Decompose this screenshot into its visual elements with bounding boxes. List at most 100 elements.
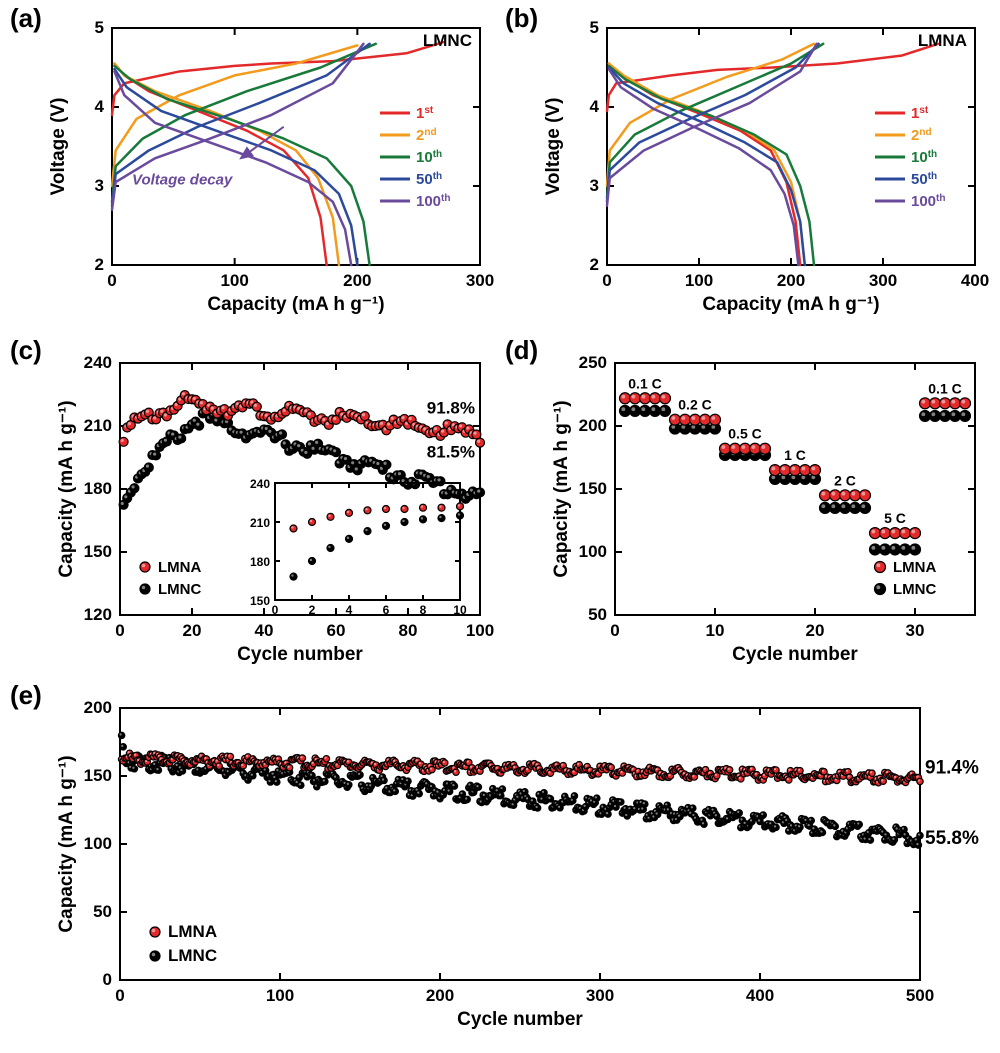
svg-text:8: 8 <box>420 603 427 617</box>
svg-text:10: 10 <box>706 621 725 640</box>
svg-text:0: 0 <box>107 271 116 290</box>
panel-label-c: (c) <box>10 335 42 366</box>
svg-text:6: 6 <box>383 603 390 617</box>
svg-text:2 C: 2 C <box>834 472 856 488</box>
svg-text:10: 10 <box>453 603 467 617</box>
svg-text:2: 2 <box>309 603 316 617</box>
svg-text:20: 20 <box>806 621 825 640</box>
svg-text:5: 5 <box>95 18 104 37</box>
svg-text:50: 50 <box>93 902 112 921</box>
svg-text:Capacity (mA h g⁻¹): Capacity (mA h g⁻¹) <box>551 400 572 577</box>
svg-text:5 C: 5 C <box>884 510 906 526</box>
svg-text:LMNC: LMNC <box>158 581 201 598</box>
svg-text:10th: 10th <box>911 149 937 167</box>
panel-label-d: (d) <box>505 335 538 366</box>
svg-text:3: 3 <box>590 176 599 195</box>
svg-text:4: 4 <box>590 97 600 116</box>
svg-text:100th: 100th <box>416 193 450 211</box>
svg-text:55.8%: 55.8% <box>925 828 979 849</box>
svg-text:50th: 50th <box>911 171 937 189</box>
svg-text:120: 120 <box>84 605 112 624</box>
svg-text:50th: 50th <box>416 171 442 189</box>
svg-text:91.4%: 91.4% <box>925 757 979 778</box>
panel-d: 0 10 20 30 50 100 150 200 250 Cycle number Capacit… <box>545 345 990 680</box>
svg-text:100: 100 <box>220 271 248 290</box>
svg-text:0.2 C: 0.2 C <box>678 397 711 413</box>
svg-text:81.5%: 81.5% <box>427 443 475 462</box>
svg-text:Voltage (V): Voltage (V) <box>545 98 564 196</box>
svg-text:50: 50 <box>588 605 607 624</box>
svg-text:200: 200 <box>84 698 112 717</box>
svg-text:2: 2 <box>95 255 104 274</box>
panel-b: 01002003004002345Capacity (mA h g⁻¹)Volt… <box>545 10 990 330</box>
svg-text:LMNA: LMNA <box>918 31 967 50</box>
svg-text:100: 100 <box>685 271 713 290</box>
panel-label-e: (e) <box>10 680 42 711</box>
svg-text:LMNA: LMNA <box>893 559 936 576</box>
svg-text:0: 0 <box>272 603 279 617</box>
svg-text:100: 100 <box>579 542 607 561</box>
svg-text:300: 300 <box>466 271 494 290</box>
svg-text:0: 0 <box>602 271 611 290</box>
svg-text:300: 300 <box>586 986 614 1005</box>
svg-text:40: 40 <box>255 621 274 640</box>
svg-text:1st: 1st <box>416 105 434 123</box>
svg-text:4: 4 <box>346 603 353 617</box>
svg-text:1 C: 1 C <box>784 447 806 463</box>
svg-text:0: 0 <box>610 621 619 640</box>
svg-text:LMNC: LMNC <box>168 946 217 965</box>
svg-text:91.8%: 91.8% <box>427 398 475 417</box>
svg-text:Capacity (mA h g⁻¹): Capacity (mA h g⁻¹) <box>207 294 384 315</box>
svg-text:0: 0 <box>115 621 124 640</box>
svg-text:200: 200 <box>343 271 371 290</box>
svg-text:210: 210 <box>250 516 270 530</box>
svg-text:500: 500 <box>906 986 934 1005</box>
svg-text:LMNC: LMNC <box>893 581 936 598</box>
svg-text:Cycle number: Cycle number <box>237 644 363 665</box>
panel-label-b: (b) <box>505 3 538 34</box>
svg-text:100: 100 <box>84 834 112 853</box>
svg-text:240: 240 <box>250 477 270 491</box>
svg-text:300: 300 <box>869 271 897 290</box>
panel-a: 01002003002345Capacity (mA h g⁻¹)Voltage… <box>50 10 495 330</box>
svg-text:10th: 10th <box>416 149 442 167</box>
svg-text:400: 400 <box>746 986 774 1005</box>
svg-text:Voltage (V): Voltage (V) <box>50 98 69 196</box>
svg-text:Capacity (mA h g⁻¹): Capacity (mA h g⁻¹) <box>56 400 77 577</box>
svg-text:2nd: 2nd <box>416 127 437 145</box>
svg-text:LMNA: LMNA <box>158 559 201 576</box>
svg-text:200: 200 <box>579 416 607 435</box>
svg-text:Cycle number: Cycle number <box>732 644 858 665</box>
svg-text:0: 0 <box>103 970 112 989</box>
svg-text:100th: 100th <box>911 193 945 211</box>
svg-text:180: 180 <box>84 479 112 498</box>
svg-text:Capacity (mA h g⁻¹): Capacity (mA h g⁻¹) <box>702 294 879 315</box>
svg-text:210: 210 <box>84 416 112 435</box>
svg-text:Cycle number: Cycle number <box>457 1009 583 1030</box>
svg-text:LMNC: LMNC <box>423 31 472 50</box>
svg-text:100: 100 <box>466 621 494 640</box>
panel-label-a: (a) <box>10 3 42 34</box>
svg-text:Capacity (mA h g⁻¹): Capacity (mA h g⁻¹) <box>56 755 77 932</box>
svg-text:180: 180 <box>250 555 270 569</box>
svg-text:4: 4 <box>95 97 105 116</box>
svg-text:250: 250 <box>579 353 607 372</box>
svg-text:60: 60 <box>327 621 346 640</box>
svg-text:200: 200 <box>777 271 805 290</box>
svg-text:0.1 C: 0.1 C <box>928 380 961 396</box>
svg-text:400: 400 <box>961 271 989 290</box>
figure: (a) (b) (c) (d) (e) 01002003002345Capaci… <box>0 0 1000 1053</box>
panel-c: 020406080100120150180210240Cycle numberC… <box>50 345 495 680</box>
svg-text:2nd: 2nd <box>911 127 932 145</box>
svg-text:150: 150 <box>84 766 112 785</box>
svg-text:1st: 1st <box>911 105 929 123</box>
svg-text:30: 30 <box>906 621 925 640</box>
svg-text:LMNA: LMNA <box>168 922 217 941</box>
svg-text:20: 20 <box>183 621 202 640</box>
panel-e: 0100200300400500050100150200Cycle number… <box>50 690 990 1045</box>
svg-text:80: 80 <box>399 621 418 640</box>
svg-text:150: 150 <box>250 594 270 608</box>
svg-text:150: 150 <box>579 479 607 498</box>
svg-text:150: 150 <box>84 542 112 561</box>
svg-text:5: 5 <box>590 18 599 37</box>
